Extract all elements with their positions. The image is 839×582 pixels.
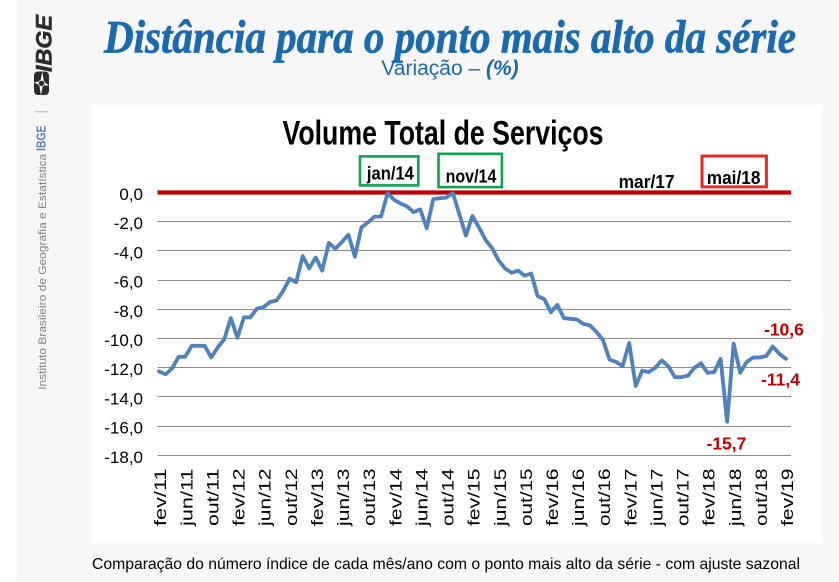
svg-text:out/16: out/16	[595, 469, 614, 527]
svg-text:Instituto Brasileiro de Geogra: Instituto Brasileiro de Geografia e Esta…	[37, 154, 49, 390]
svg-text:-10,6: -10,6	[764, 320, 804, 340]
svg-text:mar/17: mar/17	[619, 172, 675, 192]
svg-text:fev/18: fev/18	[700, 469, 719, 527]
svg-text:-2,0: -2,0	[114, 214, 143, 233]
svg-text:-18,0: -18,0	[104, 448, 143, 467]
svg-text:jun/14: jun/14	[412, 469, 431, 528]
svg-text:Variação – (%): Variação – (%)	[381, 57, 518, 80]
svg-text:-6,0: -6,0	[114, 273, 143, 292]
svg-text:jun/13: jun/13	[334, 469, 353, 528]
svg-text:jun/17: jun/17	[648, 469, 667, 528]
svg-text:jan/14: jan/14	[366, 163, 414, 183]
svg-text:-4,0: -4,0	[114, 243, 143, 262]
svg-text:jun/15: jun/15	[491, 469, 510, 528]
svg-text:fev/16: fev/16	[543, 469, 562, 527]
svg-text:jun/11: jun/11	[177, 469, 196, 528]
svg-text:-8,0: -8,0	[114, 302, 143, 321]
svg-text:out/12: out/12	[282, 469, 301, 527]
svg-text:nov/14: nov/14	[446, 167, 497, 187]
svg-text:fev/11: fev/11	[151, 469, 170, 527]
svg-text:-15,7: -15,7	[707, 434, 747, 454]
svg-text:jun/16: jun/16	[569, 469, 588, 528]
svg-text:-12,0: -12,0	[104, 360, 143, 379]
svg-text:jun/12: jun/12	[256, 469, 275, 528]
svg-text:out/11: out/11	[203, 469, 222, 527]
svg-text:fev/17: fev/17	[621, 469, 640, 527]
svg-text:IBGE: IBGE	[33, 126, 48, 151]
svg-text:Distância para o ponto mais al: Distância para o ponto mais alto da séri…	[103, 12, 796, 64]
svg-text:out/14: out/14	[439, 469, 458, 527]
svg-text:jun/18: jun/18	[726, 469, 745, 528]
svg-text:fev/14: fev/14	[386, 469, 405, 527]
svg-text:out/15: out/15	[517, 469, 536, 527]
svg-text:fev/12: fev/12	[230, 469, 249, 527]
svg-text:0,0: 0,0	[119, 185, 143, 204]
svg-text:-10,0: -10,0	[104, 331, 143, 350]
svg-text:out/17: out/17	[674, 469, 693, 527]
svg-text:fev/19: fev/19	[778, 469, 797, 527]
svg-text:fev/15: fev/15	[465, 469, 484, 527]
svg-text:mai/18: mai/18	[707, 168, 761, 188]
svg-text:out/13: out/13	[360, 469, 379, 527]
svg-text:IBGE: IBGE	[32, 14, 57, 72]
svg-text:Volume Total de Serviços: Volume Total de Serviços	[283, 115, 604, 153]
svg-text:-14,0: -14,0	[104, 389, 143, 408]
svg-text:fev/13: fev/13	[308, 469, 327, 527]
svg-text:out/18: out/18	[752, 469, 771, 527]
svg-text:Comparação do número índice de: Comparação do número índice de cada mês/…	[92, 556, 800, 573]
svg-text:-16,0: -16,0	[104, 419, 143, 438]
svg-text:-11,4: -11,4	[761, 370, 800, 390]
